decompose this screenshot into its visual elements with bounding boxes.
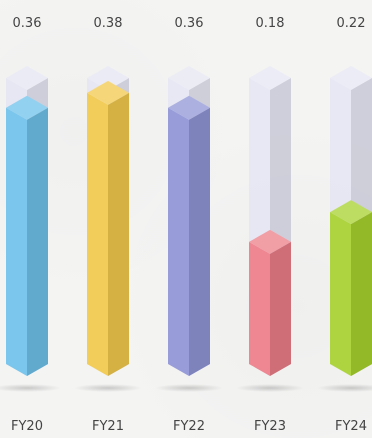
bar-track-top-face [6,66,48,90]
bars-group: 0.36 FY20 0.38 FY21 0.36 FY22 0.18 FY23 0.22 FY24 [0,16,372,434]
bar-fy23-right-face [270,241,291,376]
bar-fy21 [87,80,129,377]
bar-fy22-right-face [189,107,210,377]
bar-track-top-face [168,66,210,90]
bar-fy22 [168,95,210,377]
bar-fy21-right-face [108,92,129,377]
value-label: 0.22 [337,16,366,31]
bar-fy24-left-face [330,212,351,376]
bar-fy23 [249,229,291,376]
category-label: FY21 [92,419,124,434]
bar-shadow [236,384,304,392]
bar-shadow [0,384,61,392]
category-label: FY24 [335,419,367,434]
category-label: FY20 [11,419,43,434]
category-label: FY22 [173,419,205,434]
bar-fy21-left-face [87,92,108,377]
value-label: 0.38 [94,16,123,31]
bar-fy22-top-face [168,95,210,120]
bar-fy23-top-face [249,229,291,254]
value-label: 0.18 [256,16,285,31]
bar-fy20-top-face [6,95,48,120]
bar-fy24-right-face [351,212,372,376]
bar-fy24-top-face [330,200,372,225]
bar-track-top-face [249,66,291,90]
bar-fy24 [330,200,372,376]
bar-track-top-face [330,66,372,90]
bar-fy20-left-face [6,107,27,377]
bar-fy20-right-face [27,107,48,377]
value-label: 0.36 [13,16,42,31]
bar-fy23-left-face [249,241,270,376]
bar-shadow [317,384,372,392]
bar-fy22-left-face [168,107,189,377]
bar-shadow [74,384,142,392]
bar-track-top-face [87,66,129,90]
value-label: 0.36 [175,16,204,31]
bar-fy21-top-face [87,80,129,105]
category-label: FY23 [254,419,286,434]
bar-fy20 [6,95,48,377]
bar-shadow [155,384,223,392]
